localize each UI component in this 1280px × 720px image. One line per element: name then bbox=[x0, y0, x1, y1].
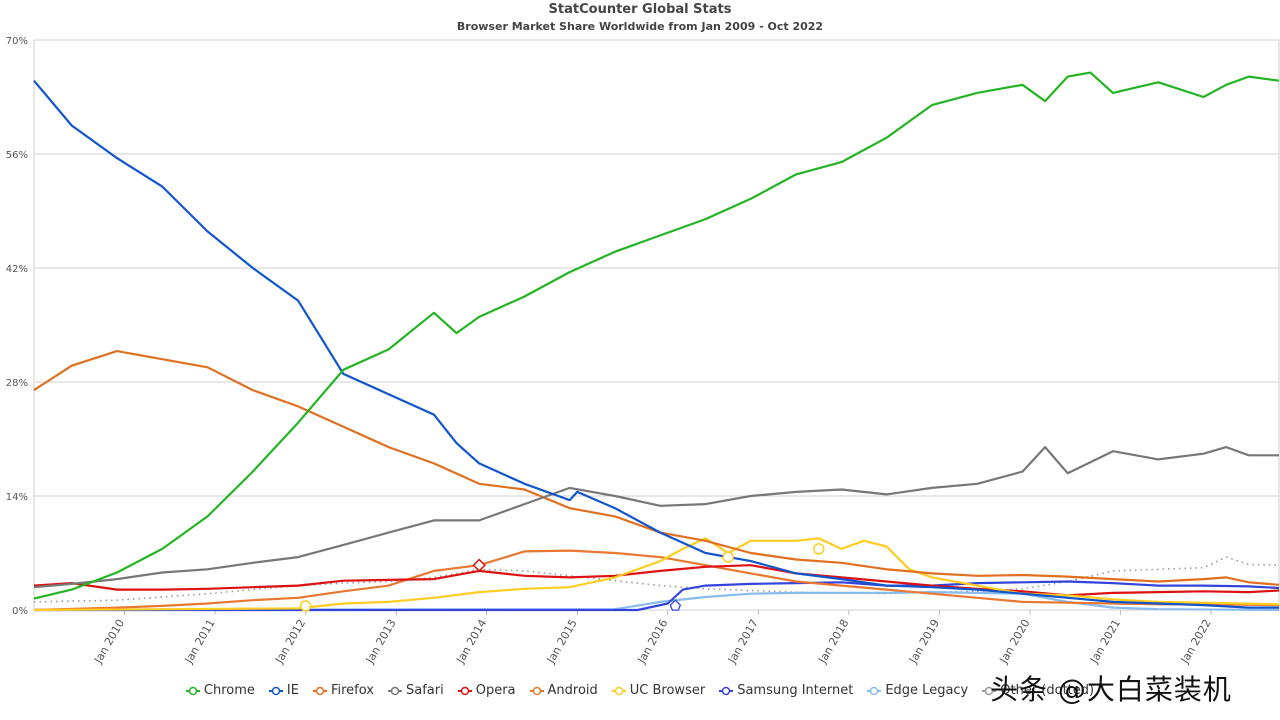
legend-swatch-icon bbox=[185, 686, 200, 695]
legend-item-android[interactable]: Android bbox=[529, 683, 598, 698]
legend-swatch-icon bbox=[268, 686, 283, 695]
y-tick-label: 42% bbox=[6, 264, 28, 275]
x-tick-label: Jan 2022 bbox=[1178, 617, 1214, 666]
series-line-chrome bbox=[33, 71, 1280, 600]
legend-item-uc-browser[interactable]: UC Browser bbox=[611, 683, 706, 698]
series-line-opera bbox=[33, 564, 1280, 597]
legend-label: Firefox bbox=[330, 683, 374, 698]
x-tick-label: Jan 2013 bbox=[363, 617, 399, 666]
series-line-safari bbox=[33, 446, 1279, 589]
y-tick-label: 70% bbox=[6, 36, 28, 47]
legend-label: Samsung Internet bbox=[737, 683, 854, 698]
legend-item-chrome[interactable]: Chrome bbox=[185, 683, 255, 698]
legend-label: IE bbox=[286, 683, 299, 698]
legend-item-samsung-internet[interactable]: Samsung Internet bbox=[719, 683, 853, 698]
chart-subtitle: Browser Market Share Worldwide from Jan … bbox=[456, 20, 824, 33]
x-tick-label: Jan 2012 bbox=[272, 617, 308, 666]
plot-frame bbox=[33, 39, 1280, 611]
x-tick-label: Jan 2014 bbox=[453, 617, 489, 666]
series-line-uc-browser bbox=[33, 537, 1280, 612]
watermark: 头条 @大白菜装机 bbox=[990, 673, 1232, 706]
legend-swatch-icon bbox=[719, 686, 734, 695]
legend-label: Other (dotted) bbox=[1000, 683, 1095, 698]
y-tick-label: 56% bbox=[6, 150, 28, 161]
x-tick-label: Jan 2010 bbox=[91, 617, 127, 666]
y-tick-label: 14% bbox=[6, 492, 28, 503]
legend-label: Android bbox=[547, 683, 598, 698]
legend-item-opera[interactable]: Opera bbox=[457, 683, 516, 698]
legend-label: Opera bbox=[475, 683, 516, 698]
legend-swatch-icon bbox=[867, 686, 882, 695]
legend-swatch-icon bbox=[611, 686, 626, 695]
series-marker bbox=[299, 600, 312, 612]
legend-swatch-icon bbox=[312, 686, 327, 695]
x-tick-label: Jan 2016 bbox=[634, 617, 670, 666]
x-tick-label: Jan 2019 bbox=[906, 617, 942, 666]
y-tick-label: 0% bbox=[12, 606, 28, 617]
legend-swatch-icon bbox=[457, 686, 472, 695]
series-line-ie bbox=[33, 79, 1279, 609]
legend-swatch-icon bbox=[388, 686, 402, 695]
series-marker bbox=[472, 558, 486, 572]
y-tick-label: 28% bbox=[6, 378, 28, 389]
series-line-other bbox=[33, 556, 1280, 603]
legend-swatch-icon bbox=[529, 686, 544, 695]
x-tick-label: Jan 2020 bbox=[997, 617, 1033, 666]
legend-swatch-icon bbox=[982, 686, 997, 695]
series-marker bbox=[812, 543, 825, 555]
x-tick-label: Jan 2011 bbox=[182, 617, 218, 666]
legend-label: Edge Legacy bbox=[885, 683, 969, 698]
x-tick-label: Jan 2018 bbox=[816, 617, 852, 666]
series-marker bbox=[669, 599, 682, 611]
legend-label: Safari bbox=[406, 683, 444, 698]
series-line-android bbox=[33, 549, 1280, 612]
x-tick-label: Jan 2017 bbox=[725, 617, 761, 666]
x-tick-label: Jan 2021 bbox=[1087, 617, 1123, 666]
chart-title: StatCounter Global Stats bbox=[548, 2, 732, 17]
x-tick-label: Jan 2015 bbox=[544, 617, 580, 666]
legend-item-ie[interactable]: IE bbox=[268, 683, 299, 698]
legend-item-edge-legacy[interactable]: Edge Legacy bbox=[867, 683, 968, 698]
legend-label: UC Browser bbox=[629, 683, 706, 698]
legend-item-firefox[interactable]: Firefox bbox=[312, 683, 374, 698]
legend-label: Chrome bbox=[203, 683, 255, 698]
series-marker bbox=[722, 551, 734, 563]
legend-item-other-dotted-[interactable]: Other (dotted) bbox=[982, 683, 1094, 698]
chart-legend: Chrome IE Firefox Safari Opera Android UC Brow… bbox=[0, 683, 1280, 698]
legend-item-safari[interactable]: Safari bbox=[388, 683, 444, 698]
series-line-firefox bbox=[33, 350, 1280, 586]
